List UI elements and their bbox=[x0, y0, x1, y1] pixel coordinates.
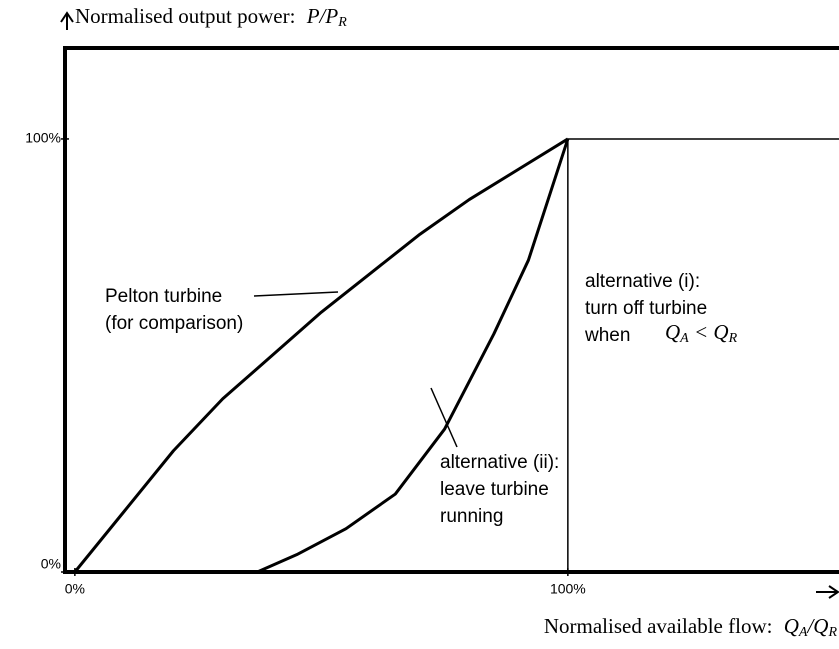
series-line bbox=[73, 137, 569, 573]
series-line bbox=[567, 138, 839, 572]
annotation: turn off turbine bbox=[585, 298, 707, 319]
y-axis-arrow bbox=[60, 11, 74, 30]
annotation: leave turbine bbox=[440, 479, 549, 500]
annotation: running bbox=[440, 506, 503, 527]
annotation: when bbox=[584, 325, 630, 346]
x-axis-label: Normalised available flow: QA/QR bbox=[544, 614, 838, 640]
annotation-math: QA < QR bbox=[665, 320, 738, 346]
leader-line bbox=[253, 291, 339, 297]
annotation: Pelton turbine bbox=[105, 286, 222, 307]
y-tick-label: 0% bbox=[41, 556, 61, 572]
x-axis-arrow bbox=[816, 585, 839, 599]
plot-frame bbox=[63, 46, 839, 574]
annotation: (for comparison) bbox=[105, 313, 243, 334]
annotation: alternative (ii): bbox=[440, 452, 559, 473]
y-tick-label: 100% bbox=[25, 130, 61, 146]
annotation: alternative (i): bbox=[585, 271, 700, 292]
leader-line bbox=[430, 387, 458, 448]
x-tick-label: 0% bbox=[65, 581, 85, 597]
x-tick-label: 100% bbox=[550, 581, 586, 597]
series-line bbox=[256, 138, 570, 574]
y-axis-label: Normalised output power: P/PR bbox=[75, 4, 347, 30]
